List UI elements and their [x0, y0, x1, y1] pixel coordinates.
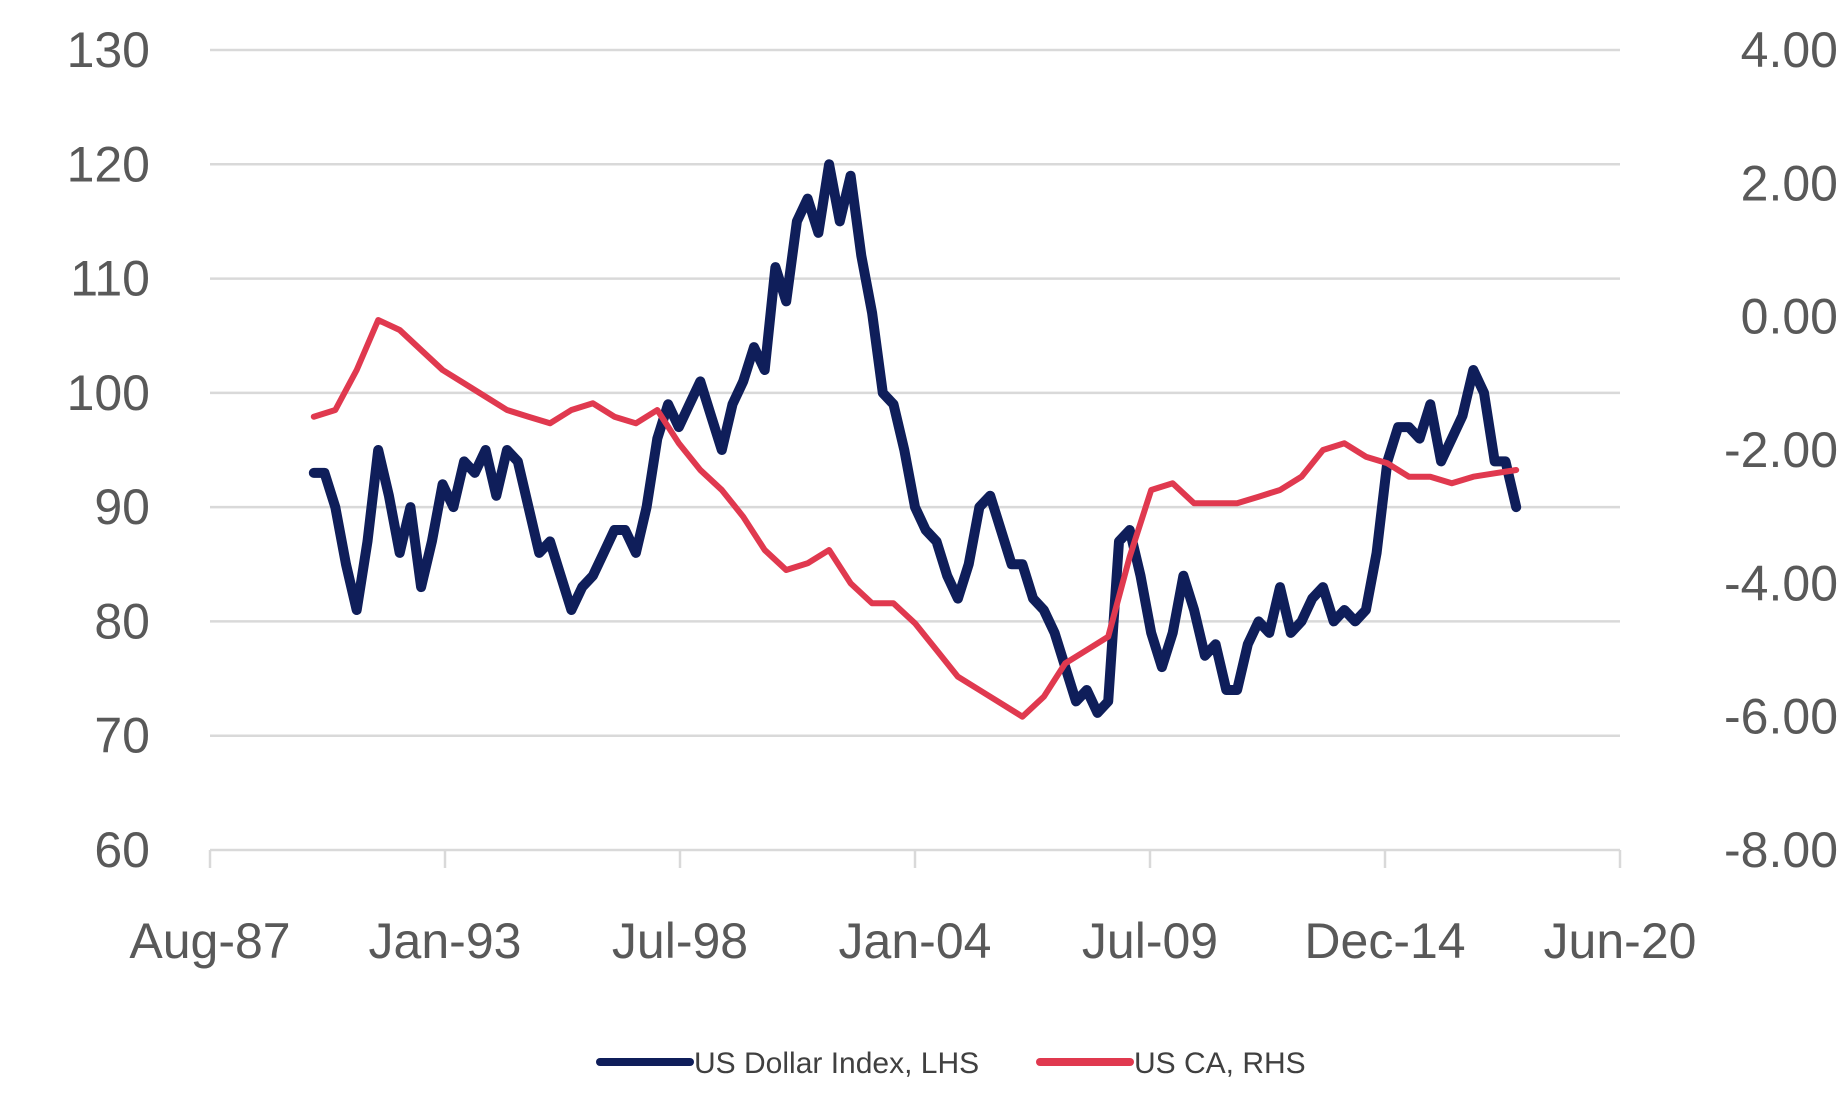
series-line-0 — [308, 159, 1522, 718]
right-axis-tick-label: -2.00 — [1724, 422, 1838, 478]
legend-label: US Dollar Index, LHS — [694, 1047, 979, 1080]
left-axis-tick-label: 60 — [94, 822, 150, 878]
left-axis-tick-label: 130 — [67, 22, 150, 78]
x-axis-tick-label: Jan-93 — [369, 913, 522, 969]
right-axis-tick-label: 4.00 — [1741, 22, 1838, 78]
left-axis-tick-label: 70 — [94, 708, 150, 764]
x-axis-tick-label: Jul-09 — [1082, 913, 1218, 969]
left-axis-tick-label: 100 — [67, 365, 150, 421]
x-axis-tick-label: Dec-14 — [1304, 913, 1465, 969]
right-axis-tick-label: 2.00 — [1741, 155, 1838, 211]
legend: US Dollar Index, LHS US CA, RHS — [596, 1047, 1306, 1080]
right-axis-tick-labels: -8.00 -6.00 -4.00 -2.00 0.00 2.00 4.00 — [1724, 22, 1838, 878]
right-axis-tick-label: -8.00 — [1724, 822, 1838, 878]
legend-label: US CA, RHS — [1134, 1047, 1306, 1080]
left-axis-tick-label: 110 — [70, 251, 150, 307]
series-line-1 — [310, 317, 1520, 720]
right-axis-tick-label: -6.00 — [1724, 689, 1838, 745]
series-lines — [308, 159, 1522, 720]
x-axis-tick-label: Jun-20 — [1544, 913, 1697, 969]
x-axis-tick-labels: Aug-87 Jan-93 Jul-98 Jan-04 Jul-09 Dec-14 Jun-… — [129, 913, 1696, 969]
x-axis-tick-label: Jul-98 — [612, 913, 748, 969]
axes — [208, 848, 1622, 868]
left-axis-tick-label: 80 — [94, 593, 150, 649]
gridlines — [210, 48, 1620, 737]
left-axis-tick-label: 120 — [67, 136, 150, 192]
right-axis-tick-label: -4.00 — [1724, 555, 1838, 611]
x-axis-tick-label: Jan-04 — [839, 913, 992, 969]
x-axis-tick-label: Aug-87 — [129, 913, 290, 969]
left-axis-tick-label: 90 — [94, 479, 150, 535]
right-axis-tick-label: 0.00 — [1741, 289, 1838, 345]
left-axis-tick-labels: 60 70 80 90 100 110 120 130 — [67, 22, 150, 878]
